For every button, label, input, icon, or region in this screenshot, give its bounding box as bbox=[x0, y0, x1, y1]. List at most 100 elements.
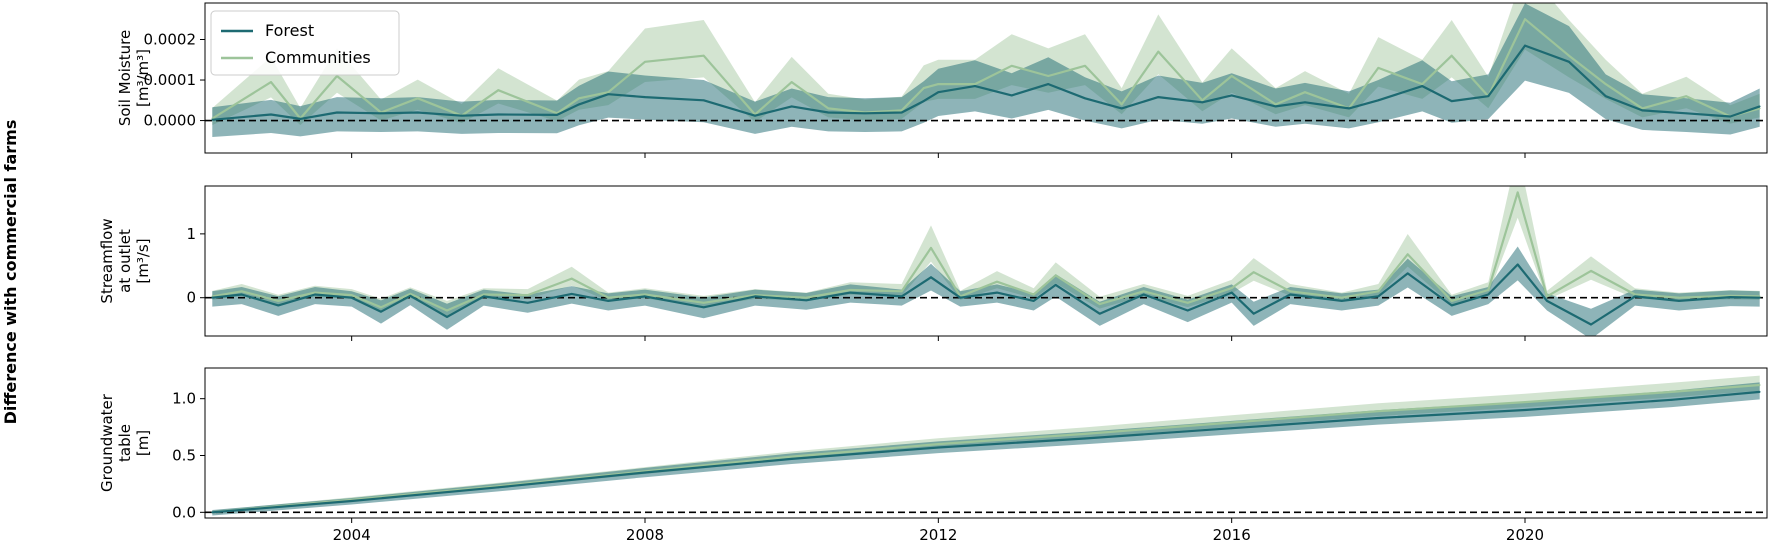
panel-groundwater: 0.0 0.5 1.0 2004 2008 2012 2016 2020 Groundwater… bbox=[98, 367, 1768, 544]
data-point bbox=[1084, 97, 1086, 100]
data-point bbox=[1142, 290, 1145, 293]
data-point bbox=[416, 97, 419, 100]
data-point bbox=[1406, 253, 1409, 256]
y-tick-label: 0 bbox=[186, 289, 196, 307]
data-point bbox=[211, 118, 214, 121]
data-point bbox=[1230, 94, 1233, 97]
data-point bbox=[974, 83, 976, 85]
data-point bbox=[644, 96, 646, 98]
data-point bbox=[482, 295, 485, 298]
legend-label-forest: Forest bbox=[265, 21, 314, 40]
y-tick-label: 1.0 bbox=[172, 390, 196, 408]
data-point bbox=[409, 294, 412, 297]
band-communities bbox=[212, 375, 1760, 514]
data-point bbox=[1758, 390, 1761, 393]
series-line-communities bbox=[212, 383, 1760, 514]
data-point bbox=[1678, 296, 1680, 299]
data-point bbox=[1670, 398, 1673, 401]
data-point bbox=[299, 118, 302, 120]
data-point bbox=[1524, 401, 1526, 403]
data-point bbox=[702, 99, 705, 102]
data-point bbox=[1546, 299, 1548, 302]
data-point bbox=[409, 292, 412, 295]
data-point bbox=[1340, 299, 1343, 302]
data-point bbox=[1157, 50, 1160, 53]
y-axis-label: [m³/m³] bbox=[134, 49, 152, 107]
data-point bbox=[1450, 54, 1453, 57]
data-point bbox=[1758, 105, 1761, 108]
y-axis-label: at outlet bbox=[116, 229, 134, 293]
y-axis-label: Groundwater bbox=[98, 393, 116, 492]
data-point bbox=[350, 500, 353, 502]
x-tick-label: 2016 bbox=[1213, 526, 1251, 544]
data-point bbox=[578, 97, 580, 100]
side-label: Difference with commercial farms bbox=[1, 120, 20, 425]
data-point bbox=[1450, 299, 1453, 302]
data-point bbox=[702, 301, 705, 304]
data-point bbox=[1201, 101, 1204, 104]
data-point bbox=[644, 295, 646, 298]
data-point bbox=[1670, 390, 1673, 393]
data-point bbox=[277, 299, 280, 302]
data-point bbox=[336, 75, 338, 77]
data-point bbox=[578, 103, 580, 106]
data-point bbox=[1421, 83, 1424, 85]
data-point bbox=[1641, 107, 1644, 110]
data-point bbox=[827, 107, 830, 110]
data-point bbox=[482, 293, 485, 296]
data-point bbox=[1487, 289, 1490, 291]
data-point bbox=[1010, 64, 1013, 67]
y-axis-label: [m³/s] bbox=[134, 238, 152, 283]
data-point bbox=[1274, 103, 1277, 106]
data-point bbox=[996, 280, 998, 283]
data-point bbox=[1348, 107, 1350, 110]
data-point bbox=[1604, 83, 1607, 85]
x-tick-label: 2008 bbox=[626, 526, 664, 544]
data-point bbox=[1230, 287, 1233, 290]
data-point bbox=[380, 306, 382, 309]
data-point bbox=[702, 306, 705, 309]
data-point bbox=[1377, 99, 1380, 102]
data-point bbox=[211, 296, 214, 299]
data-point bbox=[1729, 296, 1732, 298]
axes-frame bbox=[204, 2, 1768, 154]
data-point bbox=[937, 446, 940, 449]
data-point bbox=[1729, 115, 1732, 118]
data-point bbox=[1252, 271, 1255, 274]
data-point bbox=[1758, 384, 1761, 386]
data-point bbox=[1516, 191, 1519, 194]
data-point bbox=[996, 291, 998, 294]
data-point bbox=[1289, 293, 1292, 296]
data-point bbox=[497, 89, 500, 92]
data-point bbox=[570, 277, 573, 280]
data-point bbox=[1084, 433, 1086, 435]
data-point bbox=[526, 301, 529, 304]
panel-streamflow: 0 1 Streamflow at outlet [m³/s] bbox=[98, 185, 1768, 341]
data-point bbox=[930, 276, 932, 279]
data-point bbox=[1377, 66, 1380, 69]
y-tick-label: 0.5 bbox=[172, 447, 196, 465]
data-point bbox=[446, 309, 448, 312]
data-point bbox=[1274, 105, 1277, 108]
data-point bbox=[702, 54, 705, 57]
legend-label-communities: Communities bbox=[265, 48, 371, 67]
data-point bbox=[644, 471, 646, 474]
data-point bbox=[497, 113, 500, 116]
data-point bbox=[849, 289, 852, 291]
data-point bbox=[1377, 410, 1380, 413]
data-point bbox=[790, 105, 793, 108]
data-point bbox=[607, 93, 610, 96]
x-tick-label: 2020 bbox=[1506, 526, 1544, 544]
data-point bbox=[1524, 18, 1526, 21]
data-point bbox=[1634, 293, 1636, 296]
data-point bbox=[900, 109, 903, 112]
band-forest bbox=[212, 246, 1760, 336]
data-point bbox=[644, 293, 646, 296]
data-point bbox=[336, 111, 338, 114]
data-point bbox=[314, 293, 316, 296]
legend: Forest Communities bbox=[210, 10, 400, 76]
panel-soil-moisture: 0.0000 0.0001 0.0002 Soil Moisture [m³/m³] Fo… bbox=[116, 2, 1768, 158]
data-point bbox=[1524, 44, 1526, 47]
data-point bbox=[1054, 284, 1057, 286]
